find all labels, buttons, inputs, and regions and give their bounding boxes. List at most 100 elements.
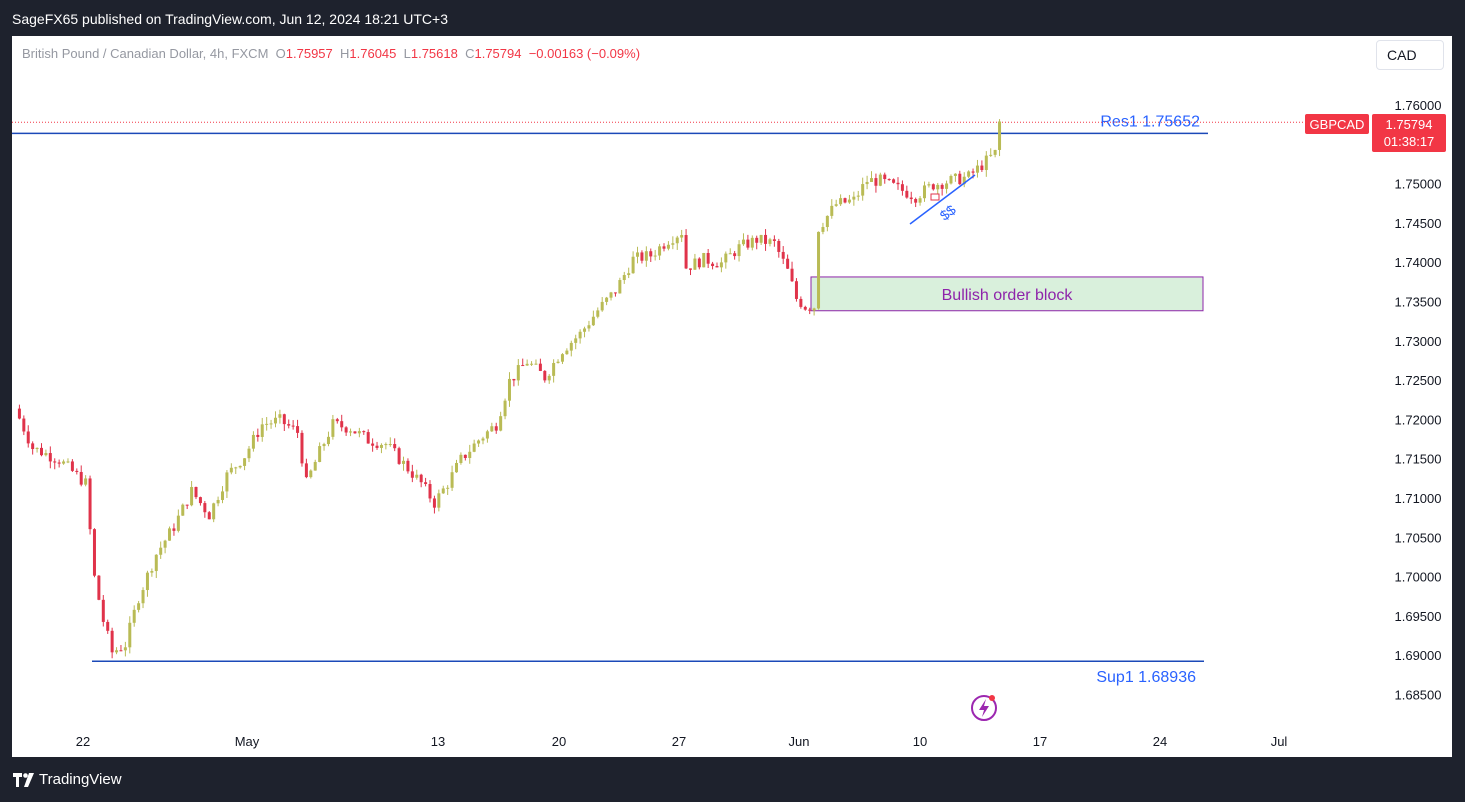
candle-body [711,263,715,267]
candle-body [379,444,383,448]
candle-body [534,363,538,365]
candle-body [945,183,949,189]
price-tag-value: 1.75794 [1386,117,1433,132]
candle-body [326,436,330,445]
candle-body [750,237,754,248]
candle-body [622,275,626,281]
candle-body [741,239,745,245]
notification-dot [989,695,995,701]
time-axis-label: May [235,734,260,749]
candle-body [181,504,185,516]
candle-body [176,515,180,531]
candle-body [530,363,534,365]
candle-body [296,426,300,433]
symbol-header: British Pound / Canadian Dollar, 4h, FXC… [22,46,640,61]
candle-body [393,444,397,449]
candle-body [817,231,821,309]
candle-body [92,529,96,576]
candle-body [269,423,273,425]
candle-body [636,252,640,257]
candle-body [764,234,768,244]
candle-body [300,432,304,464]
time-axis-label: 17 [1033,734,1047,749]
candle-body [984,155,988,171]
candle-body [596,310,600,317]
symbol-name[interactable]: British Pound / Canadian Dollar, 4h, FXC… [22,46,269,61]
candle-body [79,471,83,485]
candle-body [927,184,931,186]
candle-body [755,237,759,243]
price-axis-label: 1.76000 [1395,98,1442,113]
candle-body [371,443,375,446]
candle-body [521,365,525,367]
currency-button[interactable]: CAD [1376,40,1444,70]
candle-body [821,227,825,232]
candle-body [410,471,414,478]
candle-body [44,453,48,456]
price-axis-label: 1.72500 [1395,373,1442,388]
price-axis-label: 1.69000 [1395,648,1442,663]
candle-body [918,198,922,203]
candle-body [618,280,622,294]
candle-body [141,590,145,604]
candle-body [97,575,101,600]
candle-body [600,301,604,311]
symbol-tag-label: GBPCAD [1310,117,1365,132]
candle-body [856,195,860,197]
candle-body [207,512,211,520]
candle-body [212,503,216,520]
candle-body [185,504,189,506]
candle-body [631,256,635,274]
symbol-tag [1305,114,1369,134]
candle-body [477,440,481,444]
chart-canvas[interactable]: 1.760001.755001.750001.745001.740001.735… [12,36,1452,757]
candle-body [688,268,692,270]
candle-body [675,237,679,244]
candle-body [980,165,984,171]
time-axis-label: 22 [76,734,90,749]
tradingview-logo-text: TradingView [39,771,122,788]
order-block-zone [810,276,1204,312]
change-value: −0.00163 (−0.09%) [528,46,641,61]
candle-body [17,408,21,419]
chart-frame[interactable]: 1.760001.755001.750001.745001.740001.735… [12,36,1452,757]
candle-body [304,463,308,478]
candle-body [693,258,697,270]
candle-body [936,184,940,190]
candle-body [719,262,723,268]
candle-body [666,244,670,249]
price-tag [1372,114,1446,152]
candle-body [975,165,979,173]
candle-body [900,184,904,191]
candle-body [905,190,909,198]
candle-body [971,171,975,173]
candle-body [402,460,406,464]
time-axis-label: Jul [1271,734,1288,749]
tradingview-logo[interactable]: TradingView [13,771,122,788]
candle-body [322,444,326,447]
candle-body [88,478,92,530]
publisher-text: SageFX65 published on TradingView.com, J… [12,11,448,27]
candle-body [808,309,812,311]
candle-body [35,447,39,450]
candle-body [75,470,79,472]
candle-body [441,488,445,494]
candle-body [48,453,52,462]
candle-body [724,253,728,263]
time-axis-label: 13 [431,734,445,749]
candle-body [861,184,865,196]
candle-body [878,174,882,186]
candle-body [538,363,542,371]
candle-body [450,472,454,488]
candle-body [101,599,105,622]
candle-body [728,253,732,255]
candle-body [39,447,43,456]
candle-body [353,431,357,434]
candle-body [225,472,229,492]
candle-body [172,528,176,531]
candle-body [132,609,136,623]
candle-body [883,174,887,180]
candle-body [953,173,957,176]
candle-body [909,197,913,200]
candle-body [375,445,379,448]
